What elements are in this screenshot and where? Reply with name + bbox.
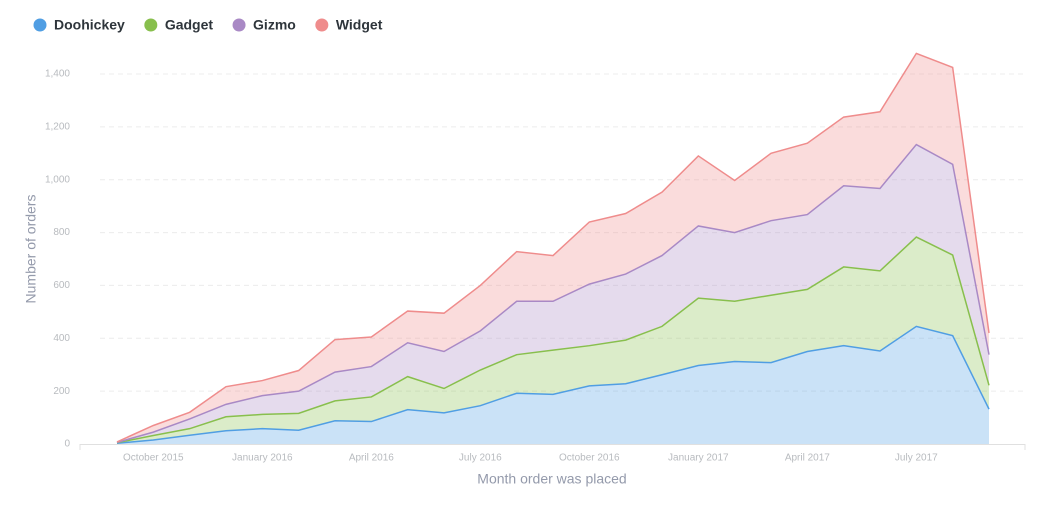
legend-label: Doohickey — [54, 17, 125, 33]
areas — [117, 53, 989, 444]
y-axis-title: Number of orders — [23, 195, 39, 304]
legend-label: Gizmo — [253, 17, 296, 33]
area — [117, 144, 989, 443]
series-line — [116, 143, 990, 444]
y-tick-label: 1,200 — [45, 121, 70, 132]
legend-swatch — [33, 18, 47, 32]
area — [117, 53, 989, 443]
x-tick-label: April 2016 — [349, 453, 394, 464]
x-axis-title: Month order was placed — [477, 471, 626, 487]
y-tick-label: 200 — [53, 386, 70, 397]
y-tick-label: 600 — [53, 280, 70, 291]
x-tick-label: October 2016 — [559, 453, 620, 464]
lines — [116, 52, 990, 444]
legend-label: Gadget — [165, 17, 214, 33]
x-tick-label: July 2017 — [895, 453, 938, 464]
series-line — [116, 325, 990, 444]
x-tick-label: January 2017 — [668, 453, 729, 464]
x-tick-label: April 2017 — [785, 453, 830, 464]
legend-swatch — [315, 18, 329, 32]
legend-swatch — [144, 18, 158, 32]
y-tick-label: 1,400 — [45, 69, 70, 80]
x-tick-label: July 2016 — [459, 453, 502, 464]
y-tick-label: 0 — [64, 439, 70, 450]
y-tick-label: 1,000 — [45, 174, 70, 185]
legend-label: Widget — [336, 17, 383, 33]
legend-swatch — [232, 18, 246, 32]
x-tick-label: January 2016 — [232, 453, 293, 464]
x-tick-label: October 2015 — [123, 453, 184, 464]
area — [117, 326, 989, 444]
series-line — [116, 52, 990, 443]
area — [117, 237, 989, 444]
series-line — [116, 236, 990, 444]
y-tick-label: 800 — [53, 227, 70, 238]
y-tick-label: 400 — [53, 333, 70, 344]
